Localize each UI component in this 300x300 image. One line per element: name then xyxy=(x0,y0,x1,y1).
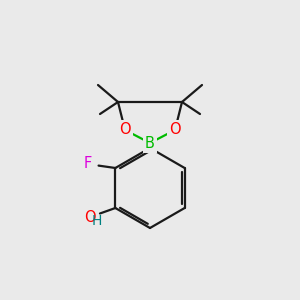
Text: O: O xyxy=(169,122,181,137)
Text: H: H xyxy=(91,214,101,228)
Text: O: O xyxy=(119,122,131,137)
Text: B: B xyxy=(145,136,155,151)
Text: O: O xyxy=(85,211,96,226)
Text: F: F xyxy=(83,157,92,172)
